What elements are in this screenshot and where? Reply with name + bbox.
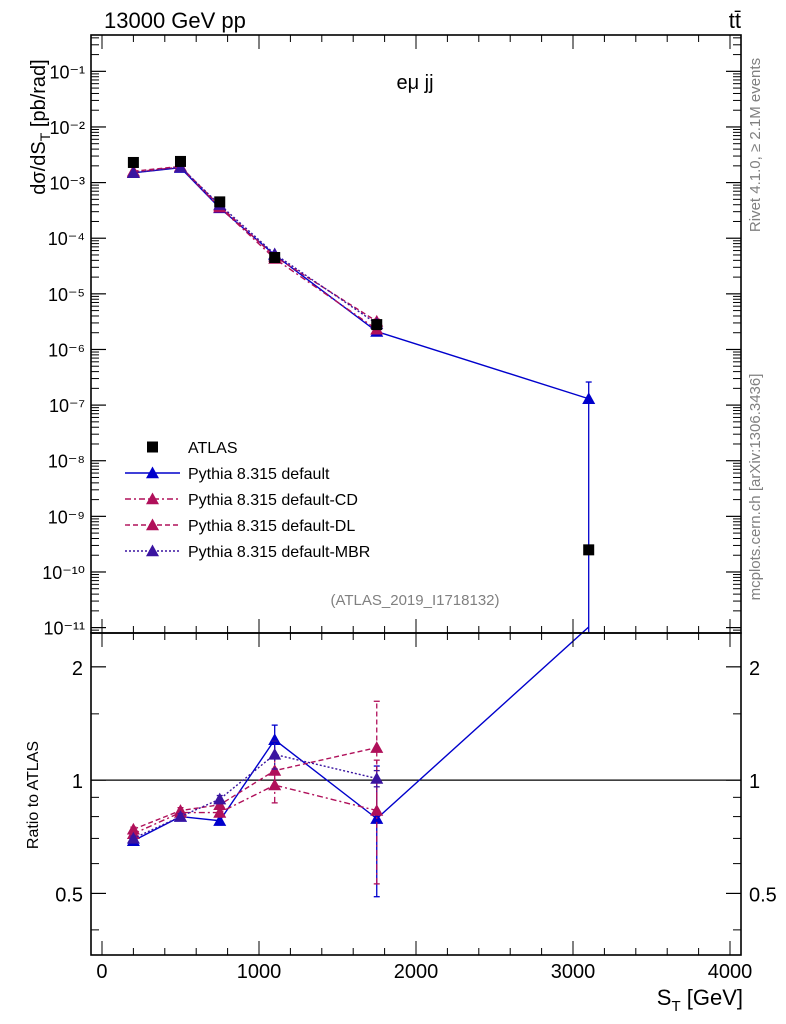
ratio-line-2 [133,746,377,830]
atlas-data-point [214,196,226,208]
ratio-tick-label-left: 0.5 [55,884,83,906]
y-tick-label: 10⁻⁸ [48,452,85,472]
legend: ATLAS Pythia 8.315 default Pythia 8.315 de… [125,440,370,561]
y-tick-label: 10⁻¹¹ [43,619,85,639]
y-tick-label: 10⁻⁵ [48,285,85,305]
header-right: tt̄ [729,8,741,33]
ratio-tick-label-left: 2 [72,658,83,680]
legend-label: Pythia 8.315 default-MBR [188,544,370,561]
ratio-point [370,741,384,753]
legend-label: Pythia 8.315 default-DL [188,518,355,535]
atlas-data-point [371,319,383,331]
series-line-2 [133,165,378,322]
y-tick-label: 10⁻⁷ [49,396,85,416]
x-tick-label: 0 [96,961,107,983]
legend-marker [146,518,159,531]
header-left: 13000 GeV pp [104,8,246,33]
y-tick-label: 10⁻⁴ [48,229,85,249]
y-tick-label: 10⁻³ [49,174,85,194]
xlabel: ST [GeV] [657,985,743,1015]
ratio-point [173,810,187,822]
ratio-point [173,804,187,816]
analysis-label: (ATLAS_2019_I1718132) [330,592,499,609]
ratio-tick-label-right: 1 [749,771,760,793]
ratio-y-ticks: 0.5 0.5 1 1 2 2 [55,658,777,931]
y-tick-label: 10⁻¹ [49,62,85,82]
x-tick-label: 4000 [708,961,753,983]
x-tick-label: 3000 [551,961,596,983]
y-tick-label: 10⁻¹⁰ [42,563,85,583]
x-tick-label: 2000 [394,961,439,983]
ratio-line-3 [133,753,377,840]
rivet-label: Rivet 4.1.0, ≥ 2.1M events [747,58,764,232]
atlas-data-point [174,155,186,167]
series-line-0 [133,166,589,400]
ratio-line-0 [133,626,590,842]
x-tick-label: 1000 [237,961,282,983]
main-plot-area [126,155,596,633]
main-panel: 10⁻¹¹ 10⁻¹⁰ 10⁻⁹ 10⁻⁸ 10⁻⁷ 10⁻⁶ 10⁻⁵ 10⁻⁴ 10⁻³ 10… [42,34,742,639]
ratio-tick-label-right: 2 [749,658,760,680]
ratio-point [213,792,227,805]
ratio-point [126,822,140,835]
ratio-point [126,831,140,844]
legend-marker-atlas [147,441,158,453]
legend-label-atlas: ATLAS [188,440,238,457]
legend-label: Pythia 8.315 default [188,466,330,483]
ratio-frame [90,632,742,956]
ratio-point [213,814,227,826]
ratio-point [370,771,384,784]
atlas-data-point [583,544,595,556]
ratio-panel: 0.5 0.5 1 1 2 2 [55,626,777,956]
panel-title: eμ jj [396,72,433,94]
mcplots-label: mcplots.cern.ch [arXiv:1306.3436] [747,374,764,601]
ratio-tick-label-right: 0.5 [749,884,777,906]
ratio-ylabel: Ratio to ATLAS [25,741,42,849]
atlas-data-point [127,156,139,168]
ratio-plot-area [91,626,741,898]
series-point [126,166,140,178]
x-ticks: 0 1000 2000 3000 4000 [96,35,752,983]
legend-label: Pythia 8.315 default-CD [188,492,358,509]
legend-marker [146,544,159,557]
ratio-tick-label-left: 1 [72,771,83,793]
main-ylabel: dσ/dST [pb/rad] [28,59,53,194]
ratio-point [268,733,282,745]
main-y-ticks: 10⁻¹¹ 10⁻¹⁰ 10⁻⁹ 10⁻⁸ 10⁻⁷ 10⁻⁶ 10⁻⁵ 10⁻⁴ 10⁻³ 10… [42,37,741,639]
y-tick-label: 10⁻⁶ [48,340,85,360]
atlas-data-point [269,252,281,264]
y-tick-label: 10⁻² [49,118,85,138]
ratio-point [213,806,227,818]
ratio-line-1 [133,784,377,835]
ratio-point [268,764,282,776]
legend-marker [146,466,159,479]
ratio-point [268,747,282,760]
series-line-3 [133,166,378,325]
series-point [582,392,596,404]
y-tick-label: 10⁻⁹ [48,507,85,527]
legend-marker [146,492,159,505]
